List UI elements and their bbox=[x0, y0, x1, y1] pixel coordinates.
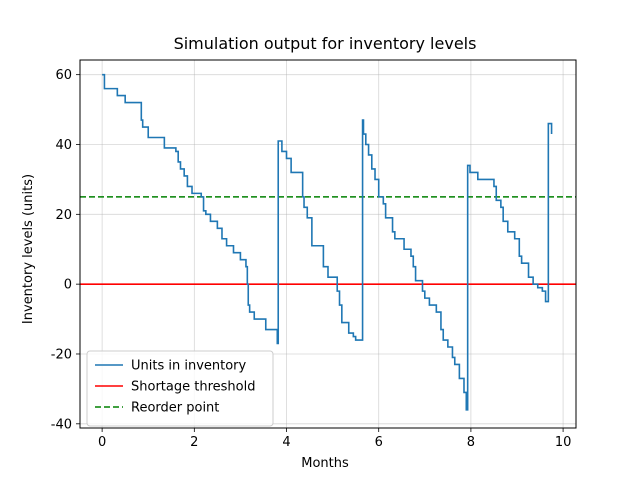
x-tick-label-4: 8 bbox=[467, 435, 475, 450]
x-tick-label-1: 2 bbox=[190, 435, 198, 450]
x-tick-label-0: 0 bbox=[98, 435, 106, 450]
y-tick-label-2: 0 bbox=[64, 278, 72, 293]
reference-lines bbox=[80, 196, 576, 285]
y-tick-label-1: -20 bbox=[51, 347, 72, 362]
x-tick-label-2: 4 bbox=[282, 435, 290, 450]
ticks: 0 2 4 6 8 10 -40 -20 0 20 40 60 bbox=[51, 68, 572, 450]
y-axis-label: Inventory levels (units) bbox=[21, 174, 36, 324]
x-axis-label: Months bbox=[301, 456, 349, 471]
legend-label-2: Reorder point bbox=[131, 401, 219, 416]
legend-box bbox=[86, 350, 274, 427]
y-tick-label-0: -40 bbox=[51, 417, 72, 432]
plot-frame bbox=[79, 59, 577, 429]
data-series bbox=[102, 73, 553, 411]
legend: Units in inventory Shortage threshold Reor… bbox=[86, 350, 274, 427]
chart-title: Simulation output for inventory levels bbox=[174, 34, 477, 53]
y-tick-label-5: 60 bbox=[55, 68, 72, 83]
y-tick-label-3: 20 bbox=[55, 208, 72, 223]
legend-label-1: Shortage threshold bbox=[131, 380, 255, 395]
series-line-0 bbox=[102, 73, 553, 411]
x-tick-label-5: 10 bbox=[555, 435, 572, 450]
legend-label-0: Units in inventory bbox=[131, 359, 247, 374]
x-tick-label-3: 6 bbox=[375, 435, 383, 450]
y-tick-label-4: 40 bbox=[55, 138, 72, 153]
